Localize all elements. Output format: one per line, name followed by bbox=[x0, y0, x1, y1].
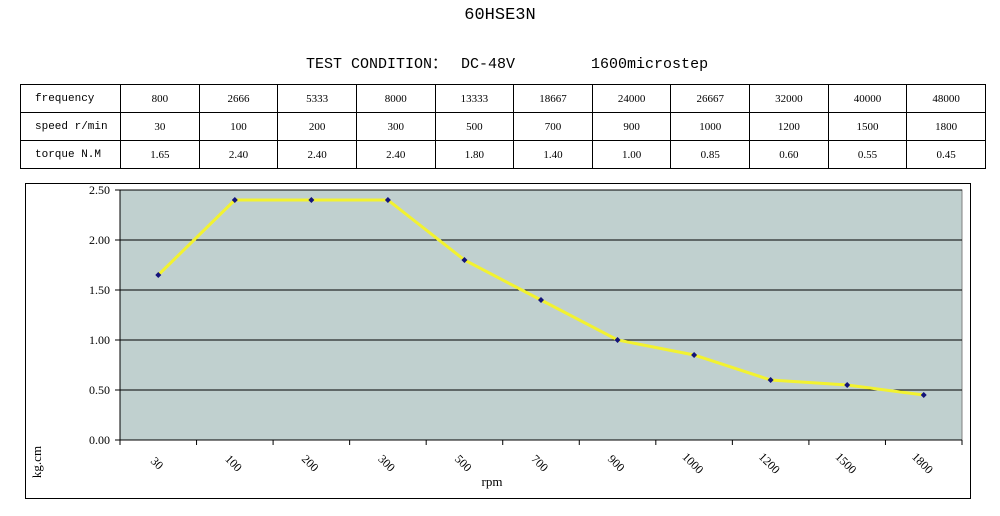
x-tick-label: 1200 bbox=[756, 450, 783, 477]
table-cell: 2.40 bbox=[277, 140, 357, 169]
y-tick-label: 2.00 bbox=[89, 233, 110, 247]
y-tick-label: 2.50 bbox=[89, 184, 110, 197]
x-tick-label: 1000 bbox=[679, 450, 706, 477]
x-tick-label: 500 bbox=[452, 452, 475, 475]
x-tick-label: 300 bbox=[375, 452, 398, 475]
table-cell: 300 bbox=[355, 112, 436, 141]
table-cell: 2.40 bbox=[355, 140, 436, 169]
data-point bbox=[614, 337, 621, 343]
data-point bbox=[384, 197, 391, 203]
row-label: torque N.M bbox=[20, 140, 121, 169]
chart-frame: 0.00 0.50 1.00 1.50 2.00 2.50 30 100 200 300 500 70… bbox=[25, 183, 971, 499]
table-cell: 900 bbox=[591, 112, 672, 141]
data-point bbox=[231, 197, 238, 203]
table-cell: 1200 bbox=[749, 112, 829, 141]
data-point bbox=[844, 382, 851, 388]
table-cell: 700 bbox=[513, 112, 593, 141]
data-point bbox=[538, 297, 544, 303]
table-row: frequency 800 2666 5333 8000 13333 18667 24000 2… bbox=[20, 84, 986, 113]
table-cell: 0.45 bbox=[906, 140, 986, 169]
y-tick-label: 0.50 bbox=[89, 383, 110, 397]
table-cell: 2.40 bbox=[198, 140, 279, 169]
x-tick-label: 30 bbox=[148, 454, 166, 472]
x-tick-label: 1800 bbox=[909, 450, 936, 477]
y-tick-label: 1.00 bbox=[89, 333, 110, 347]
table-cell: 1800 bbox=[906, 112, 986, 141]
table-cell: 1.40 bbox=[513, 140, 593, 169]
table-cell: 0.60 bbox=[749, 140, 829, 169]
table-cell: 24000 bbox=[591, 84, 672, 113]
table-cell: 5333 bbox=[277, 84, 357, 113]
table-cell: 26667 bbox=[670, 84, 750, 113]
test-condition: TEST CONDITION： DC-48V 1600microstep bbox=[306, 52, 806, 73]
spec-table: frequency 800 2666 5333 8000 13333 18667 24000 2… bbox=[20, 84, 986, 169]
table-cell: 18667 bbox=[513, 84, 593, 113]
x-tick-label: 200 bbox=[299, 452, 322, 475]
table-cell: 30 bbox=[120, 112, 200, 141]
y-axis-title: kg.cm bbox=[29, 446, 44, 478]
torque-chart: 0.00 0.50 1.00 1.50 2.00 2.50 30 100 200 300 500 70… bbox=[29, 184, 963, 489]
row-label: frequency bbox=[20, 84, 121, 113]
table-cell: 200 bbox=[277, 112, 357, 141]
condition-microstep: 1600microstep bbox=[591, 56, 709, 73]
x-tick-label: 100 bbox=[222, 452, 245, 475]
table-cell: 48000 bbox=[906, 84, 986, 113]
data-point bbox=[155, 272, 162, 278]
plot-area bbox=[119, 189, 963, 441]
table-row: torque N.M 1.65 2.40 2.40 2.40 1.80 1.40 1.00 0.… bbox=[20, 140, 986, 169]
table-cell: 0.85 bbox=[670, 140, 750, 169]
table-cell: 40000 bbox=[827, 84, 908, 113]
x-tick-label: 900 bbox=[605, 452, 628, 475]
data-point bbox=[767, 377, 774, 383]
table-cell: 1000 bbox=[670, 112, 750, 141]
table-cell: 32000 bbox=[749, 84, 829, 113]
x-tick-label: 700 bbox=[529, 452, 552, 475]
row-label: speed r/min bbox=[20, 112, 121, 141]
table-cell: 1.00 bbox=[591, 140, 672, 169]
table-cell: 13333 bbox=[434, 84, 515, 113]
table-cell: 8000 bbox=[355, 84, 436, 113]
table-cell: 500 bbox=[434, 112, 515, 141]
table-cell: 800 bbox=[120, 84, 200, 113]
table-cell: 1.65 bbox=[120, 140, 200, 169]
table-cell: 100 bbox=[198, 112, 279, 141]
condition-label: TEST CONDITION： bbox=[306, 56, 448, 73]
data-point bbox=[461, 257, 468, 263]
chart-title: 60HSE3N bbox=[464, 6, 536, 25]
table-cell: 0.55 bbox=[827, 140, 908, 169]
condition-voltage: DC-48V bbox=[461, 56, 516, 73]
data-point bbox=[691, 352, 698, 358]
y-tick-label: 0.00 bbox=[89, 433, 110, 447]
table-row: speed r/min 30 100 200 300 500 700 900 1000 1200 1… bbox=[20, 112, 986, 141]
y-tick-label: 1.50 bbox=[89, 283, 110, 297]
table-cell: 1.80 bbox=[434, 140, 515, 169]
x-tick-label: 1500 bbox=[833, 450, 860, 477]
table-cell: 2666 bbox=[198, 84, 279, 113]
x-axis-title: rpm bbox=[482, 474, 503, 489]
data-point bbox=[920, 392, 927, 398]
table-cell: 1500 bbox=[827, 112, 908, 141]
data-point bbox=[308, 197, 315, 203]
